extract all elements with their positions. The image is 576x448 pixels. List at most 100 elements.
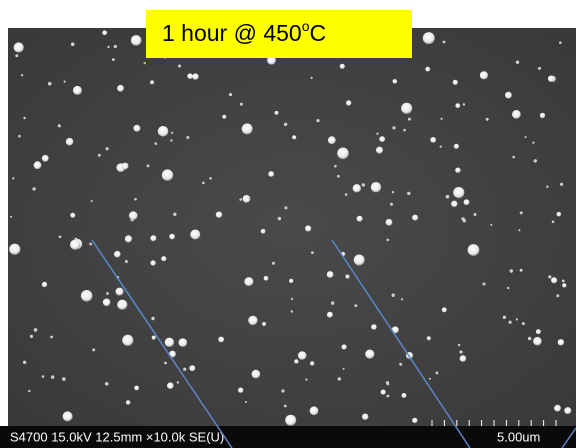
particle <box>289 279 293 283</box>
particle <box>261 229 266 234</box>
particle <box>164 362 167 365</box>
particle <box>126 400 131 405</box>
particle <box>42 155 49 162</box>
particle <box>562 283 566 287</box>
particle <box>70 240 80 250</box>
particle <box>490 224 492 226</box>
particle <box>455 103 460 108</box>
particle <box>387 239 390 242</box>
particle <box>209 177 212 180</box>
particle <box>173 213 176 216</box>
particle <box>162 169 173 180</box>
particle <box>399 363 402 366</box>
particle <box>131 35 142 46</box>
particle <box>412 215 418 221</box>
particle <box>522 322 525 325</box>
particle <box>451 201 457 207</box>
particle <box>147 165 150 168</box>
particle <box>73 86 82 95</box>
particle <box>155 142 158 145</box>
particle <box>387 395 390 398</box>
particle <box>538 67 541 70</box>
particle <box>216 212 222 218</box>
particle <box>371 324 377 330</box>
particle <box>186 136 189 139</box>
particle <box>345 193 348 196</box>
particle <box>460 355 467 362</box>
particle <box>275 111 279 115</box>
particle <box>516 61 519 64</box>
particle <box>240 103 243 106</box>
particle <box>387 383 390 386</box>
particle <box>546 186 548 188</box>
particle <box>453 187 464 198</box>
particle <box>316 119 319 122</box>
particle <box>66 138 74 146</box>
scale-label: 5.00um <box>497 429 540 444</box>
particle <box>552 221 555 224</box>
particle <box>284 206 287 209</box>
particle <box>354 255 365 266</box>
label-superscript: o <box>302 18 310 34</box>
particle <box>474 213 477 216</box>
particle <box>21 74 23 76</box>
particle <box>15 54 18 57</box>
particle <box>187 73 193 79</box>
particle <box>262 322 266 326</box>
particle <box>117 300 127 310</box>
particle <box>89 243 92 246</box>
particle <box>114 251 121 258</box>
particle <box>486 118 489 121</box>
particle <box>170 139 172 141</box>
particle <box>62 377 66 381</box>
particle <box>436 372 439 375</box>
micrograph <box>8 28 576 426</box>
particle <box>70 213 75 218</box>
particle <box>81 290 93 302</box>
particle <box>386 219 393 226</box>
particle <box>238 388 243 393</box>
particle <box>284 405 287 408</box>
particle <box>117 85 124 92</box>
particle <box>125 260 128 263</box>
particle <box>292 135 296 139</box>
particle <box>423 32 435 44</box>
particle <box>178 65 181 68</box>
particle <box>34 161 42 169</box>
particle <box>564 407 571 414</box>
particle <box>189 365 195 371</box>
particle <box>401 298 403 300</box>
particle <box>392 191 394 193</box>
particle <box>125 235 132 242</box>
particle <box>244 277 253 286</box>
particle <box>371 182 381 192</box>
particle <box>92 348 95 351</box>
particle <box>459 350 462 353</box>
particle <box>379 136 385 142</box>
particle <box>285 415 296 426</box>
particle <box>134 198 137 201</box>
particle <box>133 125 140 132</box>
particle <box>248 316 257 325</box>
particle <box>458 344 460 346</box>
label: 1 hour @ 450oC <box>162 18 326 46</box>
particle <box>390 203 393 206</box>
particle <box>150 260 155 265</box>
particle <box>355 304 358 307</box>
particle <box>103 299 111 307</box>
label-text: 1 hour @ 450 <box>162 20 302 46</box>
particle <box>281 389 284 392</box>
particle <box>106 147 109 150</box>
particle <box>480 71 488 79</box>
particle <box>114 45 117 48</box>
particle <box>337 148 349 160</box>
particle <box>165 338 174 347</box>
particle <box>30 335 33 338</box>
particle <box>357 216 363 222</box>
particle <box>171 132 173 134</box>
particle <box>331 301 334 304</box>
particle <box>63 411 73 421</box>
particle <box>376 147 383 154</box>
label-unit: C <box>310 20 327 46</box>
particle <box>518 229 520 231</box>
